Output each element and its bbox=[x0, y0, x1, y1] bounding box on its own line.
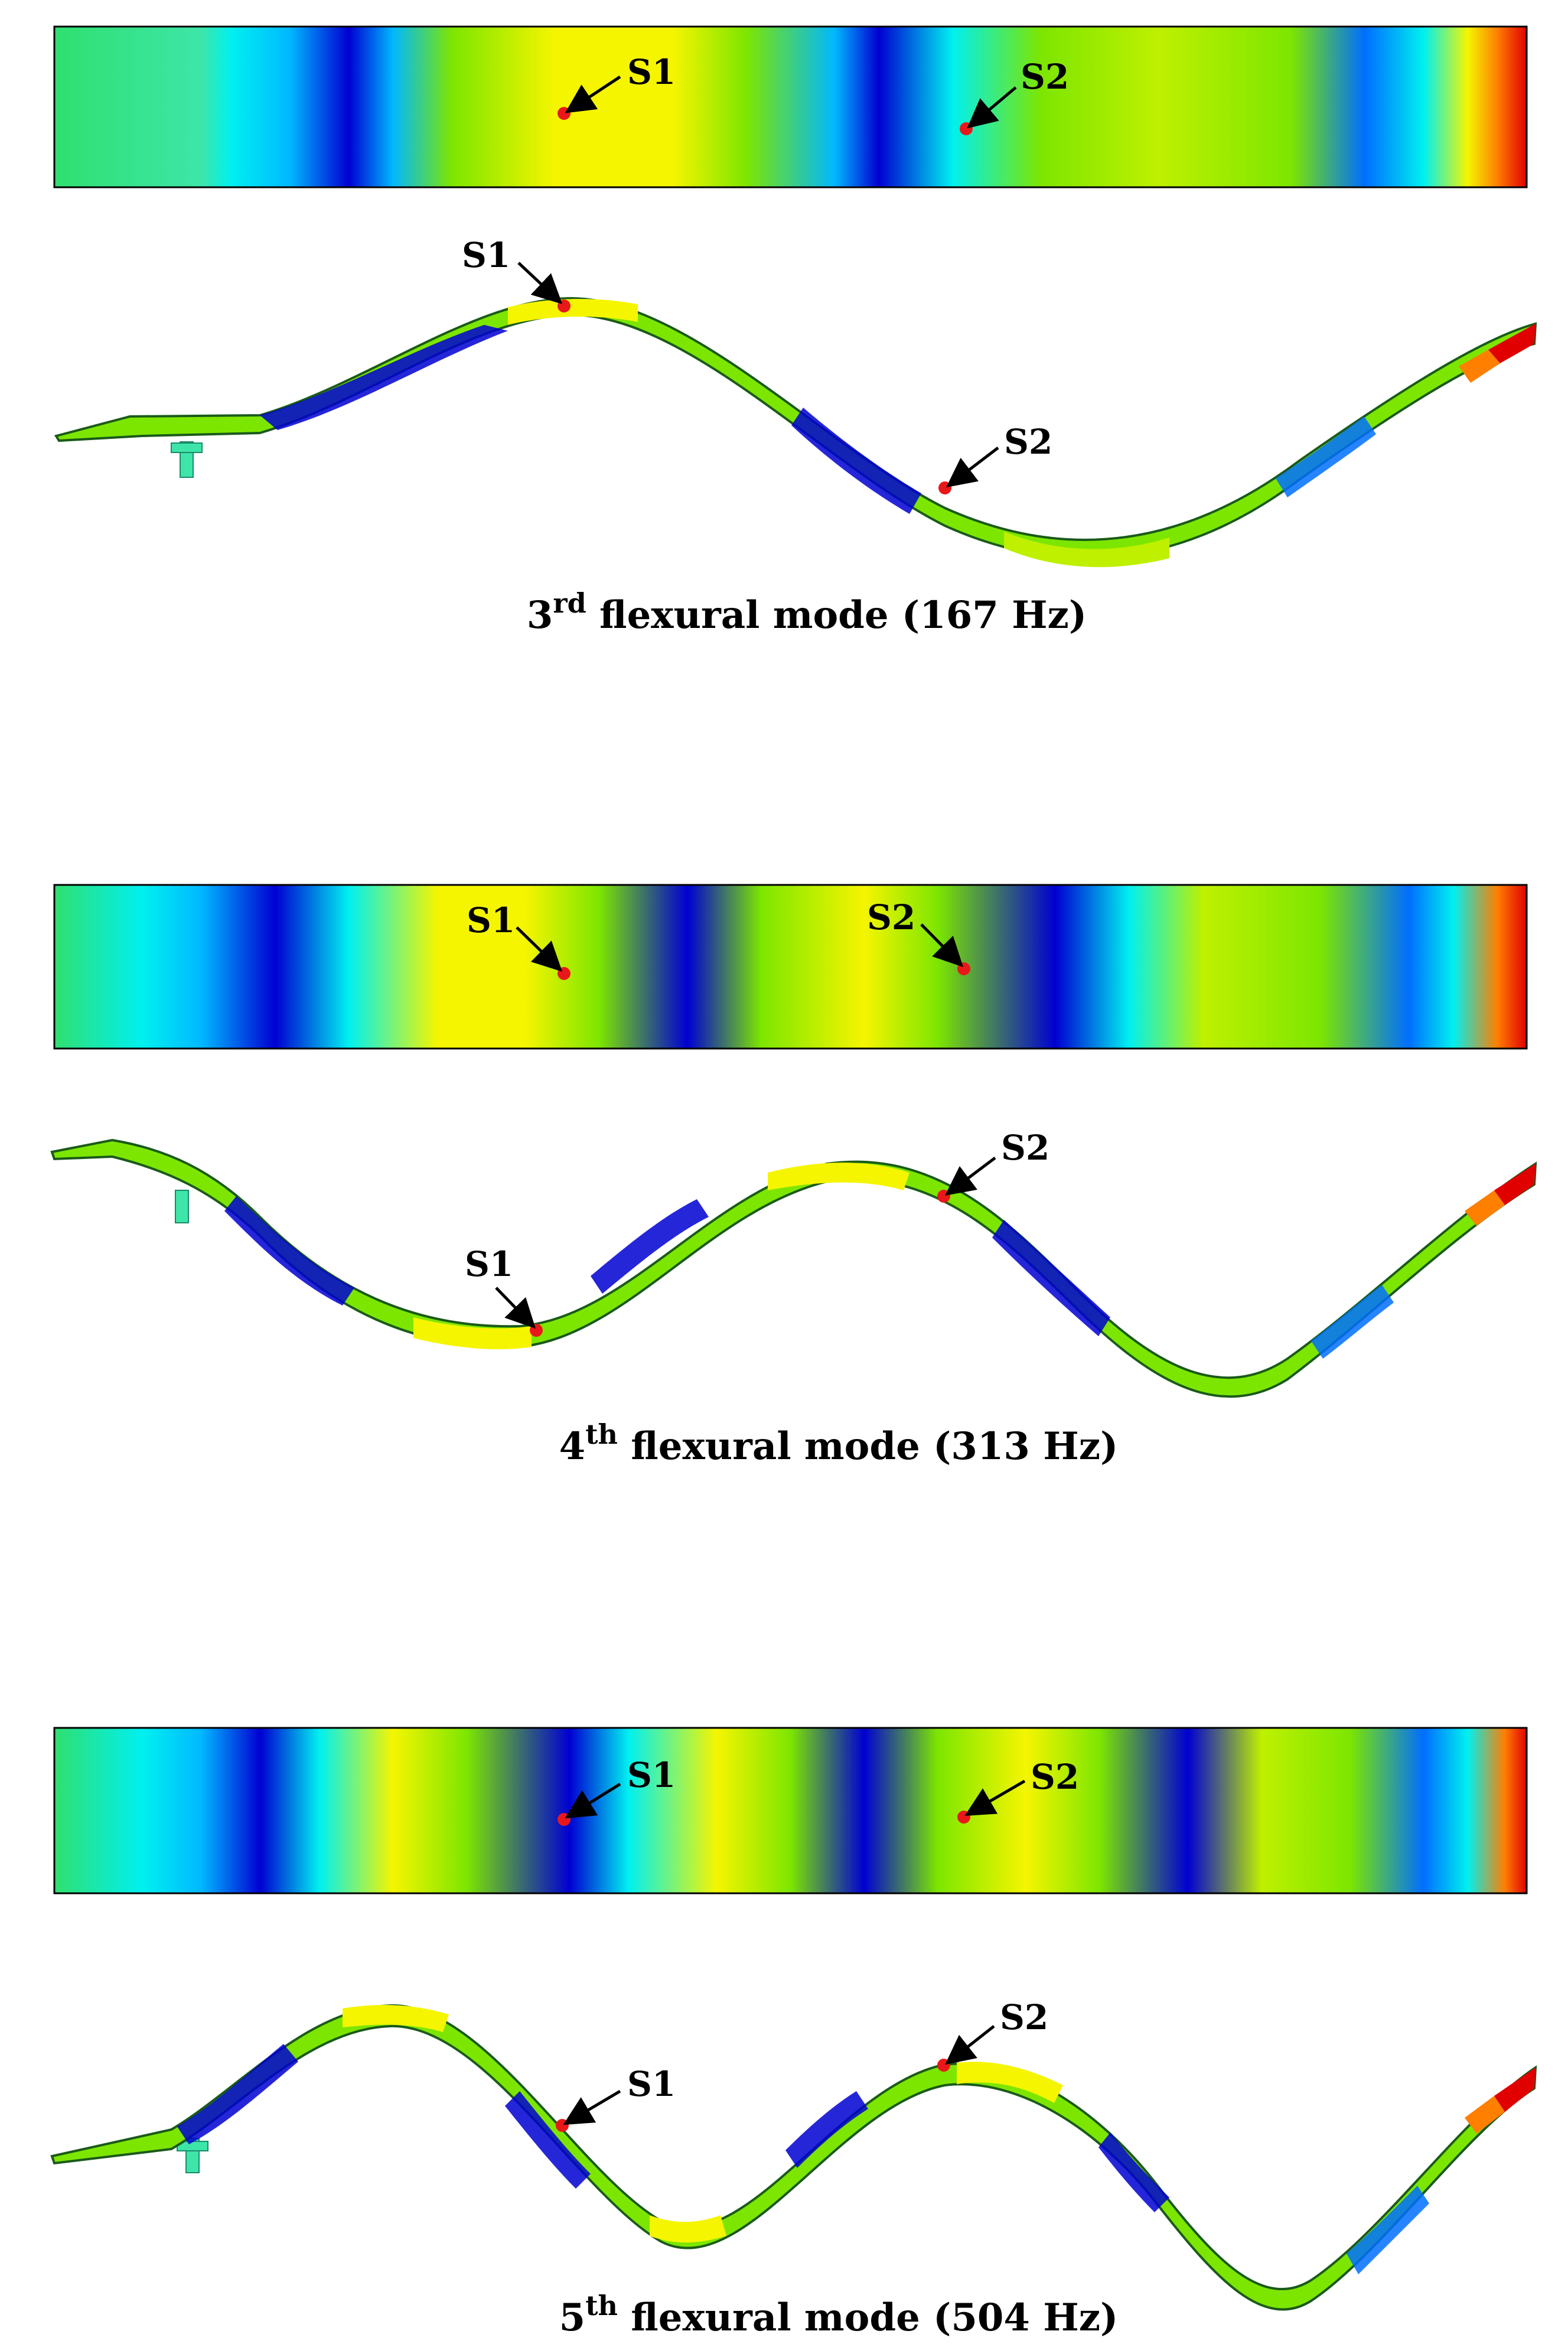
mode-4-beam-s2-point bbox=[937, 1190, 950, 1203]
mode-3-beam-s2-point bbox=[938, 481, 951, 494]
mode-3-strip-s2-arrow bbox=[967, 86, 1017, 129]
mode-3-beam-s2-label: S2 bbox=[1004, 422, 1052, 462]
mode-3-beam-tip bbox=[1488, 324, 1536, 363]
mode-4-beam-orange bbox=[1465, 1190, 1505, 1226]
mode-5-caption: 5th flexural mode (504 Hz) bbox=[559, 2290, 1119, 2340]
mode-4-beam-s2-arrow bbox=[945, 1157, 996, 1196]
mode-5-strip-s2-point bbox=[957, 1811, 970, 1824]
mode-3-mount-base bbox=[171, 442, 203, 453]
mode-5-beam-blue-5 bbox=[1347, 2186, 1429, 2274]
mode-3-beam-orange bbox=[1459, 350, 1500, 383]
mode-5-strip-s1-label: S1 bbox=[627, 1755, 676, 1795]
mode-4-beam-blue-2 bbox=[591, 1199, 709, 1294]
mode-4-beam-yellow-2 bbox=[768, 1163, 909, 1190]
mode-4-beam-s1-arrow bbox=[495, 1287, 536, 1329]
mode-3-strip-s2-point bbox=[960, 122, 973, 135]
mode-5-strip-s2-label: S2 bbox=[1031, 1757, 1079, 1797]
mode-3-beam-s1-label: S1 bbox=[462, 235, 510, 275]
mode-4-strip-s2-arrow bbox=[920, 923, 964, 968]
mode-4-beam-yellow-1 bbox=[413, 1317, 532, 1350]
mode-5-beam-s2-label: S2 bbox=[1000, 1997, 1048, 2037]
mode-3-panel: S1 S2 S1 S2 3rd flexural mode (167 Hz) bbox=[53, 25, 1537, 637]
mode-3-strip-s1-point bbox=[558, 107, 571, 120]
mode-3-beam-yellow-2 bbox=[1004, 532, 1169, 567]
mode-4-beam-tip bbox=[1494, 1164, 1536, 1205]
mode-4-caption: 4th flexural mode (313 Hz) bbox=[559, 1418, 1119, 1469]
mode-3-beam-blue-3 bbox=[1276, 416, 1376, 497]
mode-5-strip-s1-arrow bbox=[565, 1782, 621, 1819]
mode-3-contour-strip bbox=[53, 25, 1528, 188]
mode-4-contour-strip bbox=[53, 884, 1528, 1050]
mode-5-strip-s1-point bbox=[558, 1813, 571, 1826]
mode-5-panel: S1 S2 S1 S2 5th flexural mode (504 Hz) bbox=[50, 1727, 1537, 2340]
mode-4-beam-blue-3 bbox=[992, 1220, 1110, 1336]
mode-5-beam-blue-1 bbox=[177, 2044, 298, 2144]
mode-4-panel: S1 S2 S1 S2 4th flexural mode (313 Hz) bbox=[50, 884, 1537, 1469]
mode-4-strip-s2-point bbox=[957, 962, 970, 975]
mode-5-contour-strip bbox=[53, 1727, 1528, 1894]
mode-5-beam-yellow-3 bbox=[957, 2062, 1063, 2103]
mode-4-deformed-beam bbox=[50, 1138, 1537, 1398]
mode-5-beam-blue-4 bbox=[1098, 2133, 1169, 2212]
mode-4-beam-blue-1 bbox=[224, 1196, 354, 1306]
mode-5-beam-s2-arrow bbox=[945, 2025, 995, 2065]
mode-4-beam-s1-point bbox=[530, 1324, 543, 1337]
mode-4-beam-blue-4 bbox=[1311, 1285, 1394, 1359]
mode-3-beam-s1-arrow bbox=[517, 262, 563, 304]
mode-4-strip-s2-label: S2 bbox=[867, 897, 915, 937]
mode-3-caption: 3rd flexural mode (167 Hz) bbox=[527, 587, 1087, 637]
mode-4-strip-s1-label: S1 bbox=[467, 900, 515, 940]
mode-5-beam-orange bbox=[1465, 2096, 1505, 2134]
mode-3-strip-s1-arrow bbox=[565, 75, 621, 113]
mode-5-beam-yellow-2 bbox=[650, 2215, 726, 2243]
mode-4-beam-s2-label: S2 bbox=[1001, 1128, 1049, 1168]
mode-5-beam-blue-2 bbox=[505, 2091, 591, 2189]
mode-5-strip-s2-arrow bbox=[964, 1779, 1026, 1816]
mode-5-beam-s1-point bbox=[556, 2119, 569, 2132]
mode-5-deformed-beam bbox=[50, 2004, 1537, 2311]
mode-4-strip-s1-arrow bbox=[516, 926, 563, 972]
mode-3-beam-s2-arrow bbox=[946, 447, 999, 488]
mode-5-beam-tip bbox=[1494, 2068, 1536, 2112]
mode-5-beam-blue-3 bbox=[785, 2091, 868, 2168]
mode-5-beam-yellow-1 bbox=[343, 2005, 449, 2032]
mode-3-beam-s1-point bbox=[558, 299, 571, 312]
mode-4-strip-s1-point bbox=[558, 967, 571, 980]
mode-3-deformed-beam bbox=[54, 297, 1537, 567]
mode-3-beam-yellow-1 bbox=[508, 298, 638, 325]
mode-5-beam-s1-label: S1 bbox=[627, 2064, 676, 2104]
mode-3-strip-s2-label: S2 bbox=[1021, 57, 1069, 97]
mode-4-beam-s1-label: S1 bbox=[465, 1244, 513, 1284]
mode-3-strip-s1-label: S1 bbox=[627, 52, 676, 92]
mode-5-beam-s1-arrow bbox=[563, 2089, 621, 2125]
mode-3-beam-blue-2 bbox=[791, 408, 921, 514]
mode-3-beam-blue-1 bbox=[260, 325, 508, 430]
mode-5-beam-s2-point bbox=[937, 2059, 950, 2072]
mode-4-mount-stem bbox=[175, 1190, 189, 1223]
